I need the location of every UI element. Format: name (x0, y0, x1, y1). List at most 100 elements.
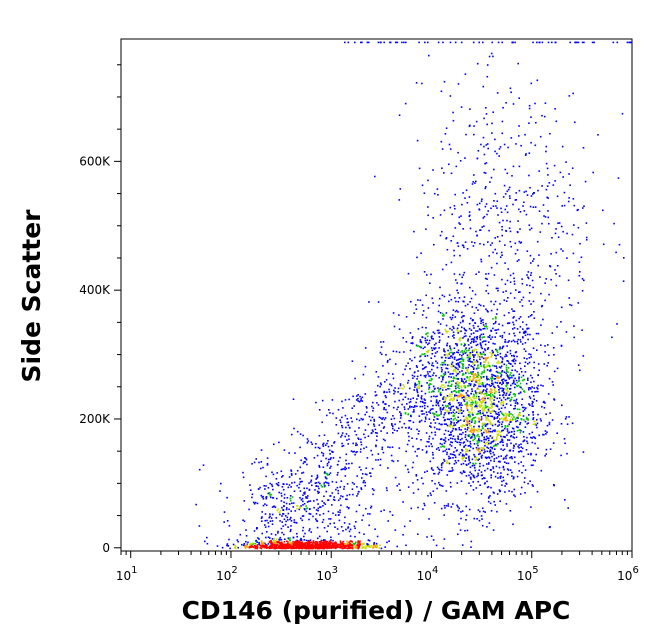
event-dot (479, 412, 482, 414)
event-dot (499, 356, 502, 358)
event-dot (517, 384, 520, 387)
event-dot (502, 382, 504, 384)
event-dot (482, 319, 484, 321)
event-dot (512, 450, 515, 452)
event-dot (460, 517, 462, 520)
event-dot (466, 371, 469, 373)
event-dot (337, 489, 339, 492)
event-dot (482, 321, 484, 324)
event-dot (430, 422, 432, 424)
event-dot (538, 170, 540, 172)
event-dot (455, 343, 457, 345)
event-dot (508, 362, 510, 364)
event-dot (262, 544, 264, 547)
event-dot (256, 541, 258, 543)
event-dot (283, 518, 286, 521)
event-dot (476, 407, 478, 409)
event-dot (495, 438, 498, 440)
event-dot (464, 73, 467, 75)
event-dot (551, 419, 554, 421)
event-dot (461, 449, 464, 452)
event-dot (535, 453, 537, 456)
event-dot (510, 399, 512, 401)
event-dot (450, 385, 453, 387)
event-dot (451, 356, 454, 359)
event-dot (490, 330, 493, 332)
event-dot (573, 336, 575, 339)
event-dot (492, 55, 494, 58)
event-dot (508, 333, 511, 335)
event-dot (405, 341, 408, 343)
event-dot (420, 390, 423, 393)
event-dot (454, 412, 456, 415)
event-dot (325, 546, 328, 548)
event-dot (445, 331, 448, 333)
event-dot (536, 41, 538, 44)
event-dot (507, 439, 509, 441)
event-dot (413, 356, 416, 359)
event-dot (460, 425, 462, 427)
event-dot (270, 547, 272, 549)
event-dot (276, 509, 279, 512)
event-dot (274, 506, 277, 509)
event-dot (508, 227, 511, 229)
event-dot (266, 531, 268, 533)
event-dot (515, 400, 517, 402)
event-dot (555, 228, 557, 230)
event-dot (371, 429, 374, 431)
event-dot (291, 433, 293, 436)
event-dot (524, 365, 526, 367)
event-dot (591, 41, 594, 44)
event-dot (465, 347, 467, 349)
event-dot (419, 405, 422, 408)
event-dot (322, 443, 324, 446)
event-dot (443, 442, 446, 444)
event-dot (411, 336, 414, 338)
event-dot (424, 416, 427, 419)
event-dot (417, 387, 420, 390)
event-dot (481, 524, 484, 527)
event-dot (486, 327, 489, 330)
event-dot (274, 546, 276, 548)
event-dot (526, 250, 529, 252)
event-dot (506, 414, 509, 416)
event-dot (451, 213, 453, 216)
event-dot (452, 414, 455, 417)
event-dot (483, 371, 485, 374)
event-dot (512, 41, 514, 44)
event-dot (547, 197, 549, 199)
event-dot (497, 433, 499, 435)
event-dot (443, 423, 446, 425)
event-dot (227, 545, 229, 547)
event-dot (326, 442, 328, 445)
event-dot (351, 546, 353, 549)
event-dot (328, 409, 330, 411)
event-dot (319, 447, 321, 450)
event-dot (494, 381, 497, 384)
event-dot (459, 439, 462, 441)
event-dot (498, 323, 500, 325)
event-dot (441, 375, 444, 378)
event-dot (509, 230, 512, 233)
event-dot (572, 198, 575, 200)
event-dot (517, 426, 519, 429)
event-dot (421, 449, 424, 451)
event-dot (483, 336, 486, 338)
event-dot (442, 408, 444, 410)
event-dot (262, 498, 265, 500)
event-dot (379, 544, 381, 546)
event-dot (311, 547, 314, 549)
event-dot (323, 484, 325, 486)
event-dot (448, 300, 450, 303)
event-dot (450, 376, 452, 378)
event-dot (515, 398, 518, 401)
event-dot (445, 263, 448, 266)
event-dot (497, 420, 499, 423)
event-dot (493, 391, 496, 394)
event-dot (513, 430, 516, 433)
event-dot (513, 494, 515, 496)
event-dot (320, 506, 322, 508)
event-dot (415, 401, 417, 404)
event-dot (502, 476, 504, 479)
event-dot (475, 306, 478, 309)
